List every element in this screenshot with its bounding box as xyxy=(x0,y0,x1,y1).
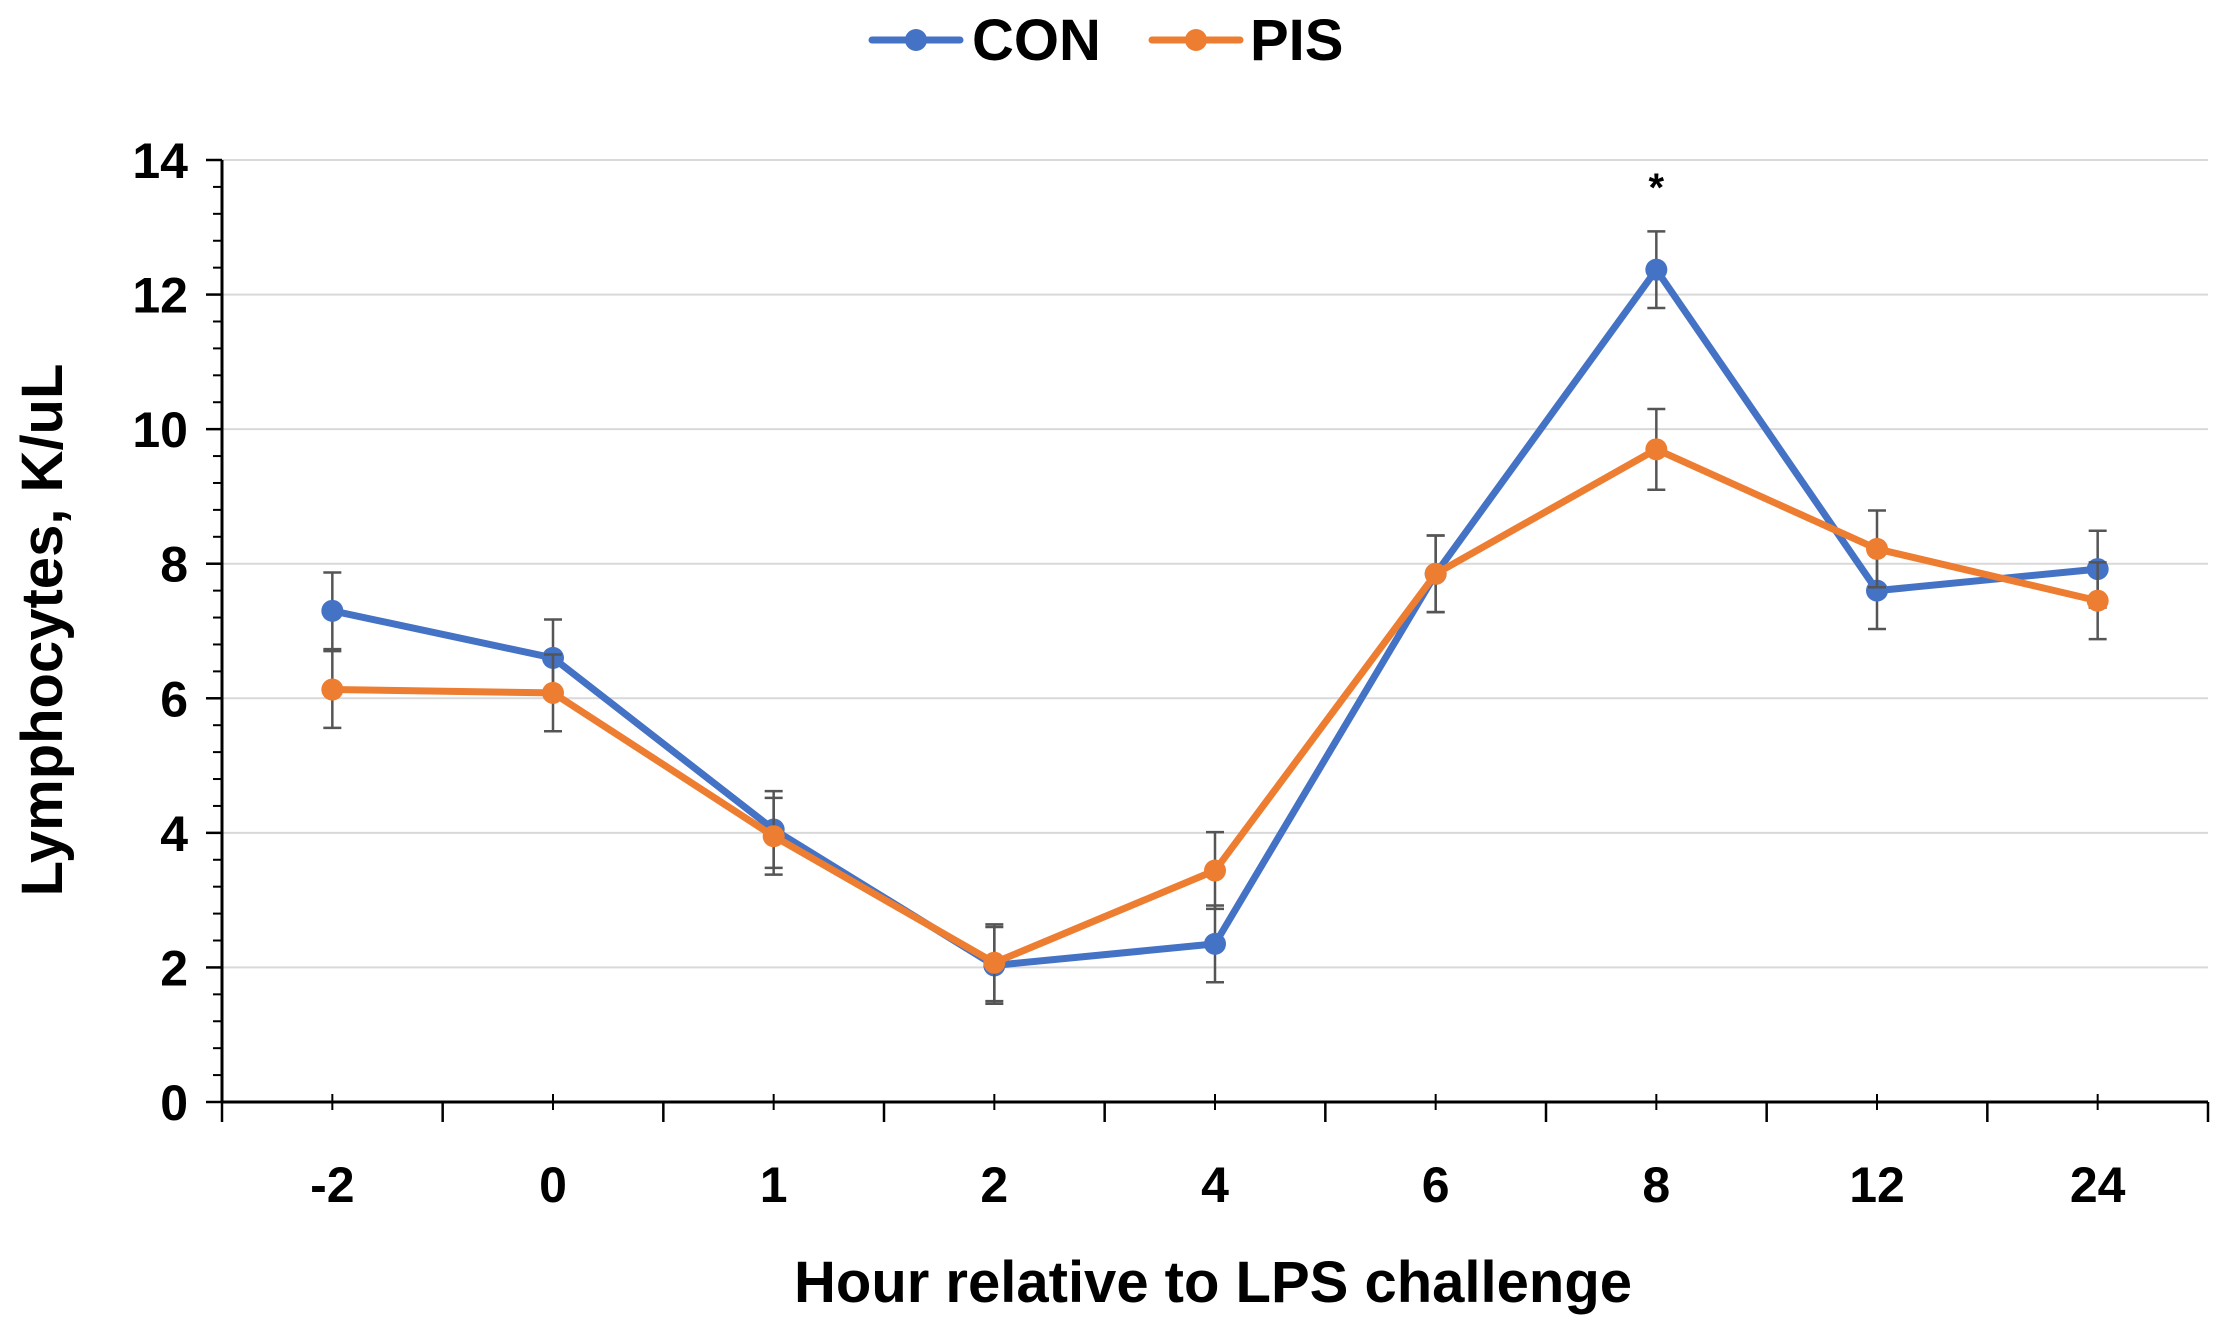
x-axis-ticks: -2 0 1 2 4 6 8 12 24 xyxy=(220,1094,2210,1213)
legend-marker xyxy=(905,29,927,51)
y-tick-label: 0 xyxy=(160,1075,188,1131)
legend-item-con: CON xyxy=(868,8,1101,73)
data-point xyxy=(762,825,785,848)
x-tick-label: 1 xyxy=(760,1157,788,1213)
data-point xyxy=(983,951,1006,974)
x-tick-label: 0 xyxy=(539,1157,567,1213)
x-tick-label: 8 xyxy=(1642,1157,1670,1213)
y-tick-label: 8 xyxy=(160,537,188,593)
significance-asterisk: * xyxy=(1649,166,1665,210)
data-point xyxy=(321,678,344,701)
x-tick-label: 12 xyxy=(1849,1157,1905,1213)
data-point xyxy=(1866,537,1888,560)
data-point xyxy=(321,599,344,622)
y-tick-label: 14 xyxy=(132,133,188,189)
x-tick-label: 4 xyxy=(1201,1157,1229,1213)
data-point xyxy=(2086,589,2109,612)
legend-item-pis: PIS xyxy=(1148,8,1344,73)
y-tick-label: 12 xyxy=(132,268,188,324)
y-axis-ticks: 0 2 4 6 8 10 12 14 xyxy=(132,133,222,1131)
data-point xyxy=(542,681,564,704)
x-axis-title: Hour relative to LPS challenge xyxy=(794,1250,1632,1315)
x-tick-label: -2 xyxy=(310,1157,354,1213)
legend-label: CON xyxy=(972,8,1101,73)
y-axis-title: Lymphocytes, K/uL xyxy=(10,364,75,897)
data-point xyxy=(1204,859,1226,882)
legend: CON PIS xyxy=(868,8,1344,73)
x-tick-label: 24 xyxy=(2070,1157,2126,1213)
data-point xyxy=(1645,258,1668,281)
y-tick-label: 4 xyxy=(160,806,188,862)
data-point xyxy=(1866,579,1888,602)
y-tick-label: 2 xyxy=(160,940,188,996)
data-point xyxy=(1645,438,1668,461)
annotations: * xyxy=(1649,166,1665,210)
data-point xyxy=(1204,932,1226,955)
series-layer xyxy=(321,230,2109,1006)
x-tick-label: 6 xyxy=(1422,1157,1450,1213)
data-point xyxy=(1424,562,1447,585)
legend-label: PIS xyxy=(1250,8,1344,73)
y-tick-label: 6 xyxy=(160,671,188,727)
legend-marker xyxy=(1185,29,1207,51)
y-tick-label: 10 xyxy=(132,402,188,458)
x-tick-label: 2 xyxy=(980,1157,1008,1213)
series-pis xyxy=(321,407,2109,1003)
